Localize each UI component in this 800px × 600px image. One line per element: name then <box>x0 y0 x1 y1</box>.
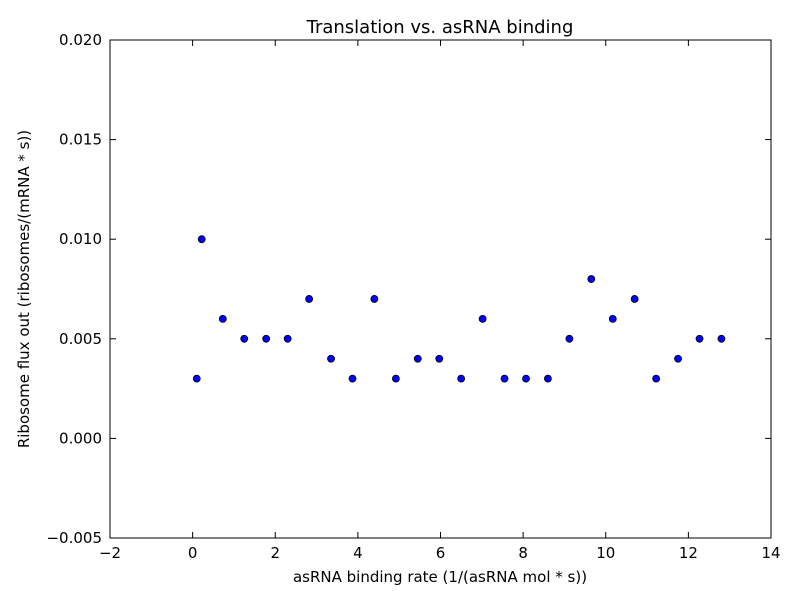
chart-title: Translation vs. asRNA binding <box>306 17 574 38</box>
data-point <box>305 295 314 303</box>
data-point <box>630 295 639 303</box>
data-point <box>283 334 292 343</box>
data-point <box>457 374 466 383</box>
x-axis-label: asRNA binding rate (1/(asRNA mol * s)) <box>293 568 587 586</box>
data-point <box>348 374 357 383</box>
data-point <box>500 374 509 383</box>
data-point <box>197 235 206 244</box>
data-point <box>544 374 552 383</box>
data-point <box>587 275 596 283</box>
data-point <box>218 314 227 323</box>
data-point <box>391 374 400 383</box>
data-point <box>413 354 422 363</box>
data-point <box>435 354 444 363</box>
data-point <box>608 314 617 323</box>
x-axis-ticks: −2 0 2 4 6 8 10 12 14 <box>99 40 781 562</box>
x-tick-label: −2 <box>99 544 121 562</box>
x-tick-label: 0 <box>188 544 198 562</box>
y-tick-label: 0.000 <box>59 429 102 447</box>
y-axis-label: Ribosome flux out (ribosomes/(mRNA * s)) <box>15 130 33 448</box>
y-tick-label: 0.005 <box>59 330 102 348</box>
data-points <box>192 235 726 383</box>
x-tick-label: 10 <box>596 544 615 562</box>
data-point <box>478 314 487 323</box>
x-tick-label: 4 <box>353 544 363 562</box>
x-tick-label: 8 <box>518 544 528 562</box>
data-point <box>565 334 574 343</box>
data-point <box>327 354 335 363</box>
data-point <box>192 374 201 383</box>
data-point <box>695 334 704 343</box>
data-point <box>674 354 682 363</box>
plot-area-frame <box>109 39 772 539</box>
y-axis-ticks: −0.005 0.000 0.005 0.010 0.015 0.020 <box>46 31 771 547</box>
x-tick-label: 12 <box>679 544 698 562</box>
data-point <box>717 334 726 343</box>
data-point <box>370 295 379 303</box>
data-point <box>522 374 530 383</box>
x-tick-label: 6 <box>436 544 446 562</box>
y-tick-label: 0.020 <box>59 31 102 49</box>
data-point <box>240 334 249 343</box>
y-tick-label: 0.015 <box>59 131 102 149</box>
x-tick-label: 14 <box>761 544 780 562</box>
y-tick-label: −0.005 <box>46 529 102 547</box>
y-tick-label: 0.010 <box>59 230 102 248</box>
data-point <box>262 334 271 343</box>
data-point <box>652 374 661 383</box>
x-tick-label: 2 <box>270 544 280 562</box>
